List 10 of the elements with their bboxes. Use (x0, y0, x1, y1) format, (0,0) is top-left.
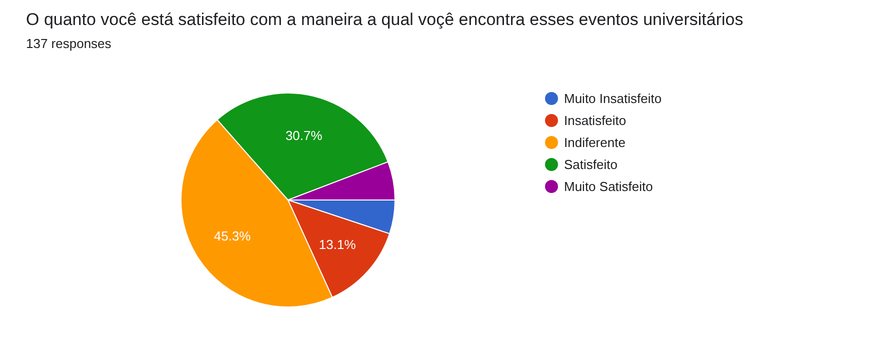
data-label: 13.1% (318, 236, 356, 252)
legend-label: Muito Satisfeito (564, 178, 653, 194)
legend-label: Indiferente (564, 134, 626, 150)
legend-label: Muito Insatisfeito (564, 90, 662, 106)
legend-label: Satisfeito (564, 156, 618, 172)
chart-title: O quanto você está satisfeito com a maneira a qual voçê encontra esses eventos universitários (26, 10, 744, 30)
legend-label: Insatisfeito (564, 112, 626, 128)
data-label: 30.7% (285, 128, 323, 144)
text: 137 responses (26, 36, 112, 51)
data-label: 45.3% (214, 228, 252, 244)
